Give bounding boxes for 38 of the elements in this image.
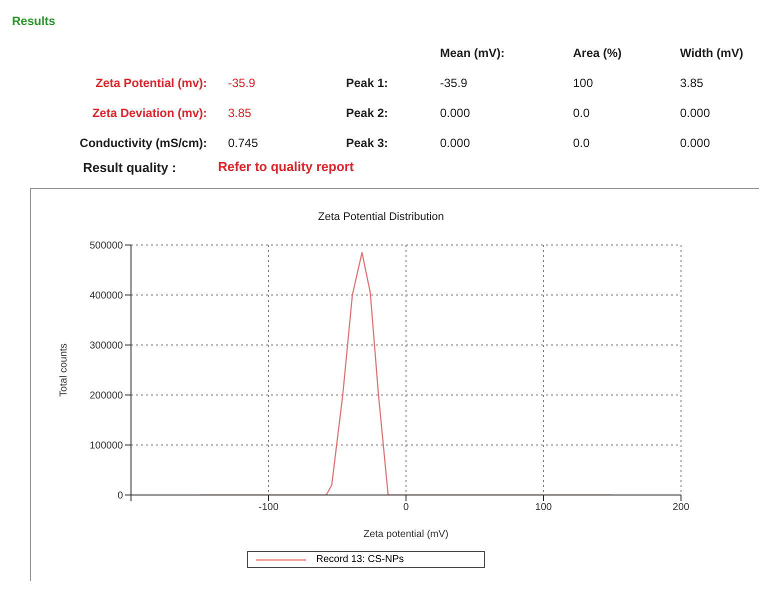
x-tick-label: -100 bbox=[258, 502, 279, 514]
text: Peak 3: bbox=[346, 136, 388, 150]
y-tick-label: 100000 bbox=[90, 440, 124, 452]
text: Peak 1: bbox=[346, 76, 388, 90]
text: Zeta Potential (mv): bbox=[96, 76, 207, 90]
text: Conductivity (mS/cm): bbox=[80, 136, 207, 150]
text: Area (%) bbox=[573, 46, 622, 60]
text: Zeta Deviation (mv): bbox=[92, 106, 207, 120]
text: -35.9 bbox=[440, 76, 468, 90]
legend-label: Record 13: CS-NPs bbox=[316, 554, 404, 565]
text: Peak 2: bbox=[346, 106, 388, 120]
text: 100 bbox=[573, 76, 594, 90]
y-tick-label: 400000 bbox=[90, 290, 124, 302]
text: 0.0 bbox=[573, 136, 590, 150]
y-tick-label: 0 bbox=[117, 490, 124, 502]
y-tick-label: 200000 bbox=[90, 390, 124, 402]
text: 0.000 bbox=[440, 136, 470, 150]
text: 3.85 bbox=[228, 106, 252, 120]
x-axis-title: Zeta potential (mV) bbox=[363, 529, 449, 540]
text: 0.000 bbox=[440, 106, 470, 120]
text: Result quality : bbox=[83, 160, 176, 175]
y-axis-title: Total counts bbox=[58, 343, 70, 397]
chart-title: Zeta Potential Distribution bbox=[317, 211, 445, 223]
text: Mean (mV): bbox=[440, 46, 505, 60]
y-tick-label: 500000 bbox=[90, 240, 124, 252]
x-tick-label: 100 bbox=[535, 502, 552, 514]
y-tick-label: 300000 bbox=[90, 340, 124, 352]
x-tick-label: 200 bbox=[672, 502, 690, 514]
text: Results bbox=[12, 14, 56, 28]
text: 0.0 bbox=[573, 106, 590, 120]
text: Refer to quality report bbox=[218, 159, 354, 174]
text: 3.85 bbox=[680, 76, 704, 90]
text: Width (mV) bbox=[680, 46, 744, 60]
x-tick-label: 0 bbox=[403, 502, 410, 514]
text: 0.745 bbox=[228, 136, 258, 150]
text: 0.000 bbox=[680, 136, 710, 150]
text: -35.9 bbox=[228, 76, 256, 90]
text: 0.000 bbox=[680, 106, 710, 120]
